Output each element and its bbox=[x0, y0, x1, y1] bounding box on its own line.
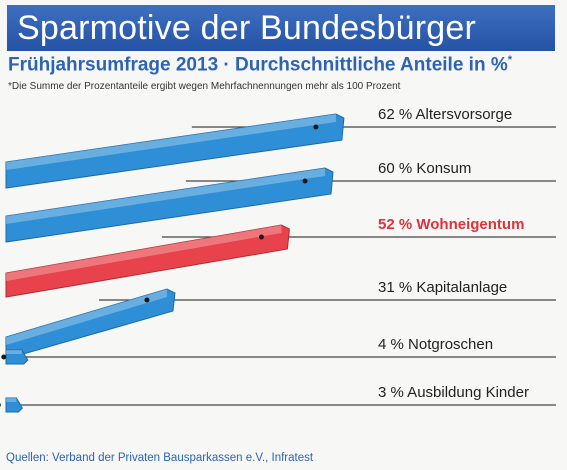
bar bbox=[5, 167, 334, 243]
bar-value-label: 4 % Notgroschen bbox=[378, 336, 493, 353]
bar-value-label: 31 % Kapitalanlage bbox=[378, 279, 507, 296]
chart-subtitle: Frühjahrsumfrage 2013 · Durchschnittlich… bbox=[8, 54, 512, 76]
chart-title: Sparmotive der Bundesbürger bbox=[7, 5, 555, 51]
bar-end-dot bbox=[144, 297, 150, 303]
bar bbox=[5, 113, 345, 189]
bar bbox=[5, 224, 290, 298]
bar-sheen bbox=[6, 289, 167, 345]
bar-sheen bbox=[6, 398, 17, 402]
bar-value-label: 3 % Ausbildung Kinder bbox=[378, 384, 529, 401]
bar-value-label: 52 % Wohneigentum bbox=[378, 216, 524, 233]
chart-footnote: *Die Summe der Prozentanteile ergibt weg… bbox=[8, 81, 401, 92]
bar bbox=[5, 288, 176, 360]
bar-value-label: 60 % Konsum bbox=[378, 160, 471, 177]
bar bbox=[5, 349, 29, 365]
bar-end-dot bbox=[1, 354, 7, 360]
bar-end-dot bbox=[313, 124, 319, 130]
bar-sheen bbox=[6, 168, 325, 224]
bar-end-dot bbox=[302, 178, 308, 184]
bar-sheen bbox=[6, 350, 22, 354]
bar-end-dot bbox=[258, 234, 264, 240]
bar-end-dot bbox=[0, 403, 1, 407]
bar-sheen bbox=[6, 114, 336, 170]
source-note: Quellen: Verband der Privaten Bausparkas… bbox=[6, 452, 314, 464]
bar bbox=[5, 397, 23, 413]
bar-sheen bbox=[6, 225, 282, 281]
bar-value-label: 62 % Altersvorsorge bbox=[378, 106, 512, 123]
subtitle-footnote-mark: * bbox=[507, 54, 513, 66]
subtitle-text: Frühjahrsumfrage 2013 · Durchschnittlich… bbox=[8, 54, 508, 76]
